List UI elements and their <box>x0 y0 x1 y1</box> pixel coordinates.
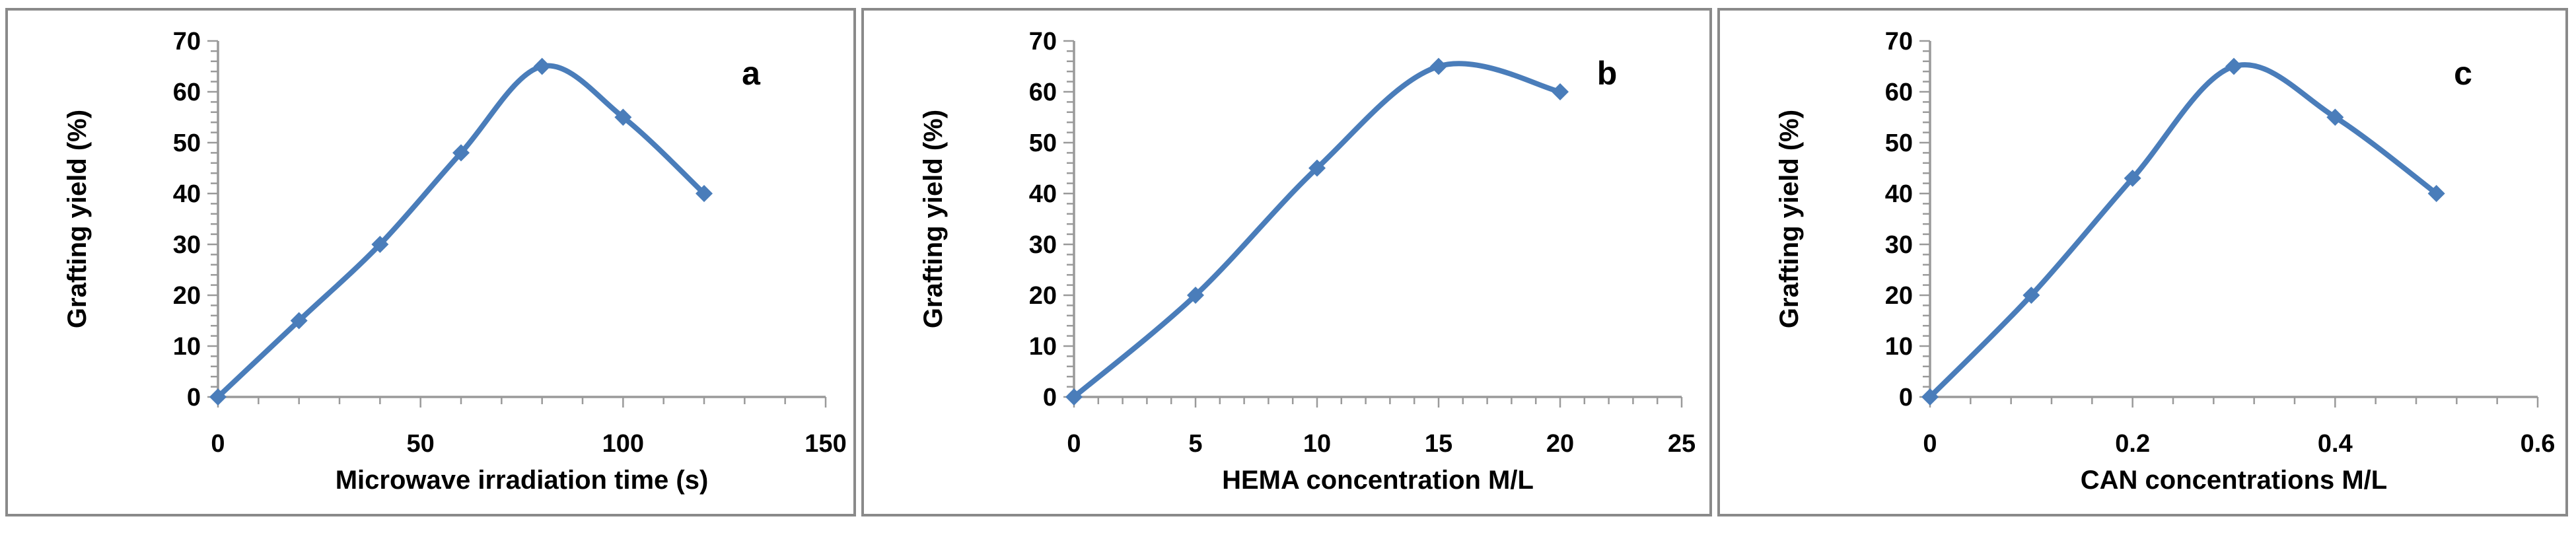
x-tick-label: 15 <box>1425 430 1452 458</box>
y-tick-label: 30 <box>173 231 201 259</box>
x-tick-label: 0 <box>211 430 225 458</box>
chart-panel-b: 0 5 10 15 20 25 0 10 20 30 40 50 60 70 HEMA concentrat… <box>861 8 1712 516</box>
x-tick-label: 0 <box>1923 430 1937 458</box>
chart-b-canvas: 0 5 10 15 20 25 0 10 20 30 40 50 60 70 HEMA concentrat… <box>919 28 1696 495</box>
series-line <box>215 63 707 400</box>
y-tick-label: 70 <box>1029 28 1057 55</box>
y-tick-label: 70 <box>1885 28 1913 55</box>
y-tick-label: 30 <box>1029 231 1057 259</box>
data-point-marker <box>1065 388 1083 406</box>
x-tick-label: 0.6 <box>2521 430 2556 458</box>
x-tick-label: 50 <box>407 430 435 458</box>
y-tick-label: 10 <box>1029 333 1057 361</box>
x-tick-label: 25 <box>1668 430 1696 458</box>
x-axis-title: HEMA concentration M/L <box>1222 466 1534 495</box>
series-line <box>1927 62 2439 400</box>
chart-a-canvas: 0 50 100 150 0 10 20 30 40 50 60 70 Microwave irradi… <box>63 28 847 495</box>
chart-panel-c: 0 0.2 0.4 0.6 0 10 20 30 40 50 60 70 CAN concentrati… <box>1717 8 2568 516</box>
data-point-marker <box>2326 108 2344 126</box>
y-tick-label: 60 <box>173 79 201 106</box>
y-tick-label: 0 <box>1043 384 1057 411</box>
y-tick-label: 20 <box>173 282 201 310</box>
y-tick-label: 40 <box>173 180 201 208</box>
y-tick-label: 50 <box>1029 129 1057 157</box>
y-tick-label: 50 <box>173 129 201 157</box>
data-point-marker <box>2225 57 2242 75</box>
chart-c-canvas: 0 0.2 0.4 0.6 0 10 20 30 40 50 60 70 CAN concentrati… <box>1775 28 2556 495</box>
y-tick-label: 20 <box>1885 282 1913 310</box>
panel-letter: a <box>742 55 761 92</box>
y-tick-label: 30 <box>1885 231 1913 259</box>
data-point-marker <box>614 108 632 126</box>
panel-letter: c <box>2454 55 2472 92</box>
y-tick-label: 10 <box>173 333 201 361</box>
x-axis-title: Microwave irradiation time (s) <box>336 466 709 495</box>
chart-panel-a: 0 50 100 150 0 10 20 30 40 50 60 70 Microwave irradi… <box>5 8 856 516</box>
x-tick-label: 0.2 <box>2115 430 2150 458</box>
data-point-marker <box>1308 159 1326 177</box>
data-point-marker <box>2022 287 2040 304</box>
y-axis-title: Grafting yield (%) <box>1775 110 1804 328</box>
x-tick-label: 100 <box>602 430 644 458</box>
data-point-marker <box>2427 185 2445 202</box>
data-point-marker <box>1430 57 1447 75</box>
series-line <box>1071 61 1563 400</box>
y-tick-label: 60 <box>1885 79 1913 106</box>
data-point-marker <box>2124 169 2141 187</box>
y-tick-label: 10 <box>1885 333 1913 361</box>
x-tick-label: 0.4 <box>2318 430 2353 458</box>
y-tick-label: 0 <box>187 384 201 411</box>
data-point-marker <box>533 57 551 75</box>
y-tick-label: 40 <box>1029 180 1057 208</box>
data-point-marker <box>290 312 308 330</box>
x-tick-label: 150 <box>805 430 846 458</box>
y-tick-label: 70 <box>173 28 201 55</box>
y-tick-label: 0 <box>1899 384 1913 411</box>
data-point-marker <box>1187 287 1204 304</box>
data-point-marker <box>452 144 470 162</box>
y-tick-label: 50 <box>1885 129 1913 157</box>
x-tick-label: 0 <box>1067 430 1081 458</box>
y-tick-label: 60 <box>1029 79 1057 106</box>
data-point-marker <box>1552 83 1569 100</box>
panel-letter: b <box>1597 55 1618 92</box>
x-axis-title: CAN concentrations M/L <box>2081 466 2387 495</box>
x-tick-label: 10 <box>1303 430 1331 458</box>
x-tick-label: 20 <box>1546 430 1574 458</box>
y-tick-label: 40 <box>1885 180 1913 208</box>
data-point-marker <box>696 185 713 202</box>
data-point-marker <box>209 388 227 406</box>
y-axis-title: Grafting yield (%) <box>63 110 92 328</box>
figure-row: 0 50 100 150 0 10 20 30 40 50 60 70 Microwave irradi… <box>5 8 2568 516</box>
data-point-marker <box>371 236 389 253</box>
y-axis-title: Grafting yield (%) <box>919 110 948 328</box>
x-tick-label: 5 <box>1188 430 1202 458</box>
data-point-marker <box>1921 388 1939 406</box>
y-tick-label: 20 <box>1029 282 1057 310</box>
